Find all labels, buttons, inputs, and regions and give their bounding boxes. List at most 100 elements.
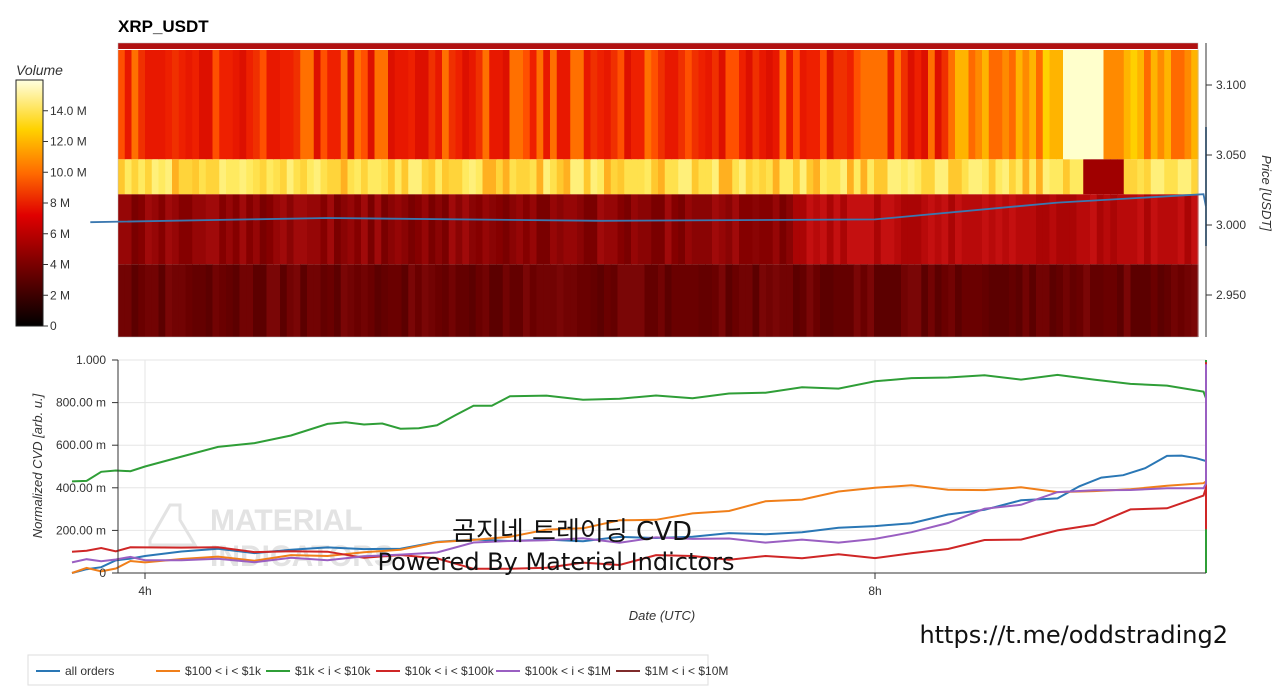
heatmap-cell <box>786 50 794 160</box>
heatmap-cell <box>853 50 862 160</box>
heatmap-cell <box>759 50 767 160</box>
heatmap-cell <box>1056 194 1064 265</box>
heatmap-cell <box>1015 264 1024 337</box>
heatmap-cell <box>982 159 990 195</box>
heatmap-cell <box>1029 159 1037 195</box>
heatmap-cell <box>334 159 342 195</box>
heatmap-cell <box>847 264 855 337</box>
heatmap-cell <box>624 264 632 337</box>
heatmap-cell <box>934 50 943 160</box>
heatmap-cell <box>543 194 551 265</box>
heatmap-cell <box>725 159 733 195</box>
heatmap-cell <box>995 194 1003 265</box>
colorbar-tick-label: 14.0 M <box>50 104 87 118</box>
cvd-x-tick-label: 4h <box>138 584 151 598</box>
heatmap-cell <box>556 264 565 337</box>
heatmap-cell <box>340 194 349 265</box>
heatmap-cell <box>894 50 902 160</box>
heatmap-cell <box>1123 159 1132 195</box>
heatmap-cell <box>644 194 652 265</box>
channel-url[interactable]: https://t.me/oddstrading2 <box>919 621 1228 649</box>
heatmap-cell <box>415 264 423 337</box>
heatmap-cell <box>307 264 315 337</box>
heatmap-cell <box>347 159 355 195</box>
heatmap-cell <box>901 159 909 195</box>
heatmap-cell <box>1036 264 1044 337</box>
heatmap-cell <box>246 159 254 195</box>
heatmap-cell <box>232 264 241 337</box>
heatmap-cell <box>1103 264 1111 337</box>
heatmap-cell <box>226 194 234 265</box>
heatmap-cell <box>496 159 504 195</box>
heatmap-cell <box>644 159 652 195</box>
heatmap-cell <box>374 50 382 160</box>
heatmap-cell <box>853 194 862 265</box>
heatmap-cell <box>928 159 936 195</box>
heatmap-cell <box>205 50 214 160</box>
legend-box <box>27 654 709 686</box>
heatmap-cell <box>151 264 160 337</box>
cvd-y-ticks: 0 200.00 m 400.00 m 600.00 m 800.00 m 1.000 <box>56 353 118 580</box>
price-tick-label: 3.000 <box>1216 218 1246 232</box>
heatmap-cell <box>1076 159 1084 195</box>
heatmap-cell <box>259 159 268 195</box>
heatmap-cell <box>556 159 565 195</box>
heatmap-cell <box>1137 159 1145 195</box>
heatmap-cell <box>1042 264 1051 337</box>
heatmap-cell <box>273 194 281 265</box>
heatmap-cell <box>550 50 558 160</box>
heatmap-cell <box>340 264 349 337</box>
heatmap-cell <box>320 50 328 160</box>
heatmap-cell <box>178 159 187 195</box>
heatmap-cell <box>246 264 254 337</box>
heatmap-cell <box>354 194 362 265</box>
heatmap-cell <box>442 194 450 265</box>
heatmap-cell <box>273 264 281 337</box>
heatmap-cell <box>286 159 295 195</box>
heatmap-cell <box>691 50 700 160</box>
heatmap-cell <box>1029 264 1037 337</box>
heatmap-cell <box>529 264 538 337</box>
heatmap-cell <box>280 159 288 195</box>
heatmap-cell <box>658 264 666 337</box>
heatmap-cell <box>752 194 760 265</box>
heatmap-cell <box>1002 264 1010 337</box>
heatmap-cell <box>799 50 808 160</box>
heatmap-cell <box>1056 264 1064 337</box>
heatmap-cell <box>1157 159 1165 195</box>
heatmap-cell <box>664 50 673 160</box>
heatmap-cell <box>536 194 544 265</box>
heatmap-cell <box>1123 194 1132 265</box>
heatmap-cell <box>671 159 679 195</box>
heatmap-cell <box>293 194 301 265</box>
heatmap-cell <box>145 194 153 265</box>
cvd-y-tick-label: 0 <box>99 566 106 580</box>
heatmap-cell <box>901 194 909 265</box>
heatmap-cell <box>820 264 828 337</box>
heatmap-cell <box>597 50 605 160</box>
heatmap-cell <box>367 264 376 337</box>
heatmap-cell <box>226 264 234 337</box>
heatmap-cell <box>259 194 268 265</box>
heatmap-cell <box>408 50 416 160</box>
heatmap-cell <box>1110 194 1118 265</box>
heatmap-cell <box>131 194 139 265</box>
heatmap-cell <box>239 50 247 160</box>
heatmap-cell <box>658 194 666 265</box>
cvd-y-tick-label: 200.00 m <box>56 523 106 537</box>
heatmap-cell <box>1049 264 1057 337</box>
heatmap-cell <box>550 264 558 337</box>
heatmap-cell <box>988 264 997 337</box>
heatmap-cell <box>1130 50 1138 160</box>
heatmap-cell <box>583 194 592 265</box>
heatmap-cell <box>529 194 538 265</box>
heatmap-cell <box>671 264 679 337</box>
heatmap-cell <box>874 50 882 160</box>
heatmap-cell <box>860 264 868 337</box>
heatmap-cell <box>806 159 814 195</box>
heatmap-cell <box>948 194 956 265</box>
heatmap-cell <box>205 264 214 337</box>
legend-item-label: $100 < i < $1k <box>185 664 262 678</box>
heatmap-cell <box>1110 264 1118 337</box>
